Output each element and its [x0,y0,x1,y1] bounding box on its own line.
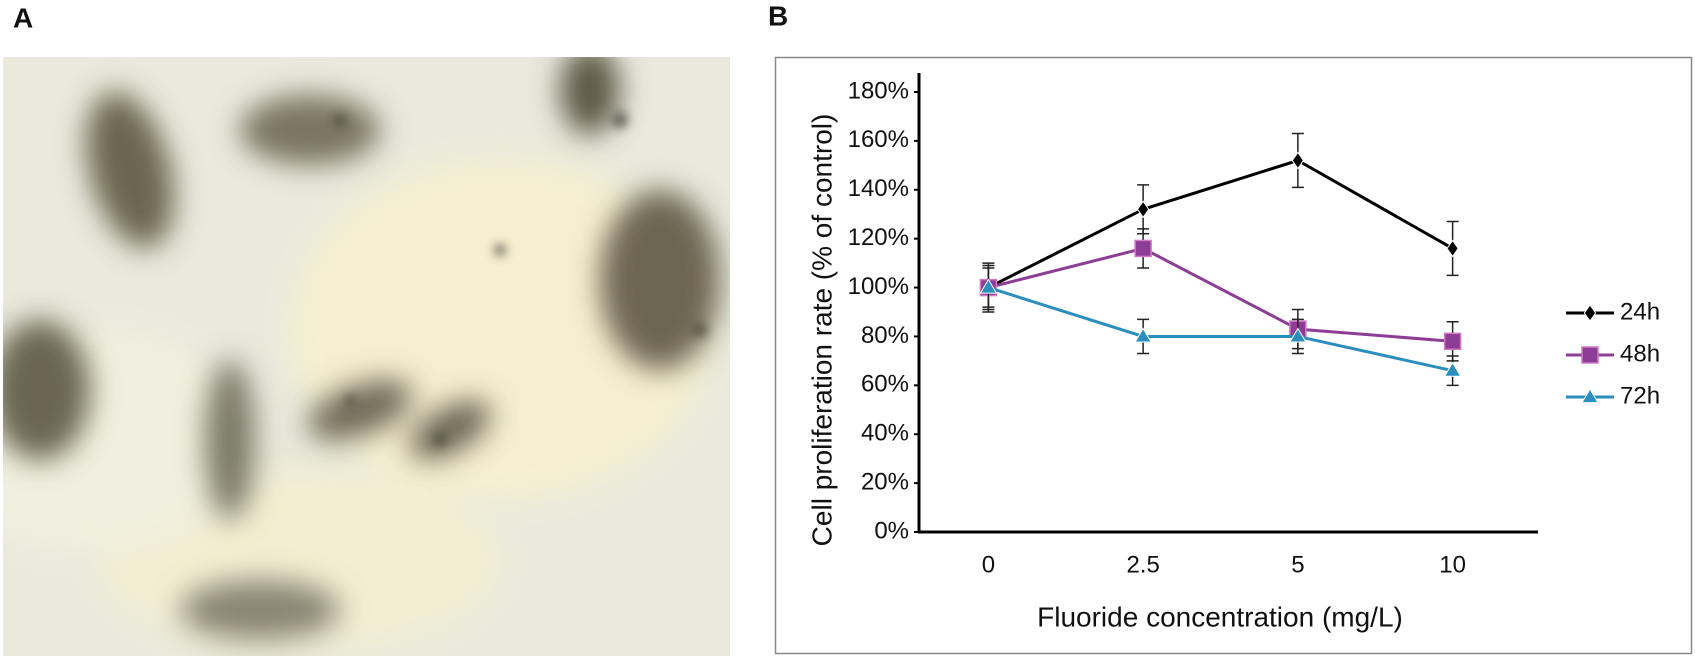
panel-frame [774,56,1693,655]
legend-label: 24h [1620,298,1660,325]
data-point [1136,200,1150,219]
y-tick-label: 40% [861,420,909,447]
legend-label: 72h [1620,382,1660,409]
series-line [987,286,1453,373]
x-axis-label: Fluoride concentration (mg/L) [1037,601,1403,632]
y-tick-label: 20% [861,468,909,495]
x-tick-label: 5 [1291,551,1304,578]
y-tick-label: 80% [861,322,909,349]
data-point [1443,332,1462,351]
legend-label: 48h [1620,340,1660,367]
data-point [1446,239,1459,258]
x-tick-label: 10 [1439,551,1466,578]
y-tick-label: 0% [874,517,909,544]
legend-marker [1581,346,1599,364]
data-point [979,278,998,294]
y-tick-label: 180% [848,77,909,104]
data-point [1443,361,1462,377]
y-tick-label: 140% [848,175,909,202]
legend-marker [1583,304,1597,322]
data-point [1134,327,1152,343]
y-tick-label: 160% [848,126,909,153]
data-point [1289,327,1307,343]
panel-label: A [13,2,33,33]
y-axis-label: Cell proliferation rate (% of control) [806,114,837,547]
data-point [1291,151,1305,170]
y-tick-label: 120% [848,224,909,251]
legend-marker [1581,388,1599,404]
micrograph [3,57,730,656]
y-tick-label: 60% [861,371,909,398]
y-tick-label: 100% [848,273,909,300]
series-line [987,158,1454,289]
x-tick-label: 2.5 [1126,551,1159,578]
series-line [988,246,1453,343]
x-tick-label: 0 [982,551,995,578]
panel-label: B [768,0,788,31]
data-point [1134,239,1152,258]
